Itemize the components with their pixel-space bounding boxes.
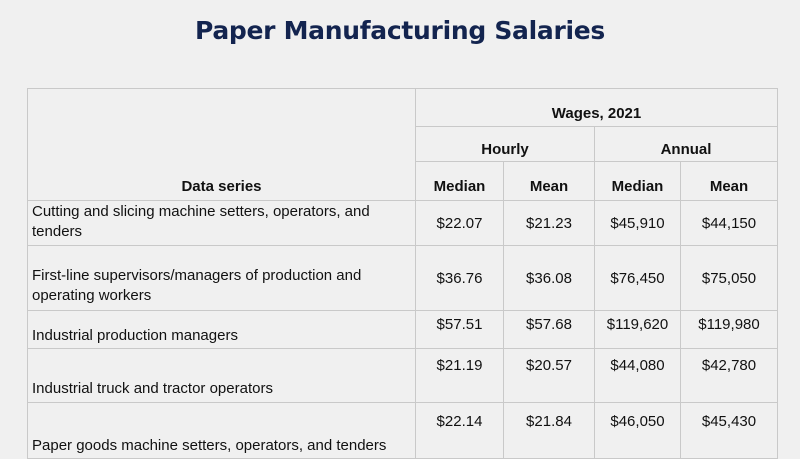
table-body: Cutting and slicing machine setters, ope… — [27, 200, 778, 459]
annual-mean-cell: $119,980 — [680, 310, 778, 349]
annual-median-header: Median — [594, 161, 681, 201]
hourly-median-cell: $22.14 — [415, 402, 504, 459]
table-row: Industrial truck and tractor operators $… — [27, 348, 778, 403]
series-name-cell: Cutting and slicing machine setters, ope… — [27, 200, 416, 246]
annual-mean-header: Mean — [680, 161, 778, 201]
wages-2021-header: Wages, 2021 — [415, 88, 778, 127]
annual-median-cell: $119,620 — [594, 310, 681, 349]
hourly-median-cell: $22.07 — [415, 200, 504, 246]
table-row: Cutting and slicing machine setters, ope… — [27, 200, 778, 246]
annual-median-cell: $44,080 — [594, 348, 681, 403]
hourly-header: Hourly — [415, 126, 595, 162]
hourly-mean-cell: $57.68 — [503, 310, 595, 349]
annual-median-cell: $76,450 — [594, 245, 681, 311]
hourly-median-cell: $21.19 — [415, 348, 504, 403]
annual-mean-cell: $45,430 — [680, 402, 778, 459]
hourly-median-header: Median — [415, 161, 504, 201]
hourly-mean-header: Mean — [503, 161, 595, 201]
series-name-cell: Paper goods machine setters, operators, … — [27, 402, 416, 459]
salary-table: Data series Wages, 2021 Hourly Annual Me… — [27, 88, 778, 459]
series-name-cell: First-line supervisors/managers of produ… — [27, 245, 416, 311]
annual-mean-cell: $75,050 — [680, 245, 778, 311]
series-name-cell: Industrial production managers — [27, 310, 416, 349]
page-title: Paper Manufacturing Salaries — [194, 16, 605, 45]
annual-header: Annual — [594, 126, 778, 162]
hourly-median-cell: $57.51 — [415, 310, 504, 349]
header-row-wages: Data series Wages, 2021 — [27, 88, 778, 201]
hourly-mean-cell: $20.57 — [503, 348, 595, 403]
hourly-median-cell: $36.76 — [415, 245, 504, 311]
table-row: Industrial production managers $57.51 $5… — [27, 310, 778, 349]
annual-median-cell: $45,910 — [594, 200, 681, 246]
table-row: First-line supervisors/managers of produ… — [27, 245, 778, 311]
hourly-mean-cell: $21.23 — [503, 200, 595, 246]
table-row: Paper goods machine setters, operators, … — [27, 402, 778, 459]
header-row-groups: Hourly Annual — [28, 126, 778, 162]
annual-median-cell: $46,050 — [594, 402, 681, 459]
hourly-mean-cell: $36.08 — [503, 245, 595, 311]
annual-mean-cell: $42,780 — [680, 348, 778, 403]
data-series-header: Data series — [27, 88, 416, 201]
series-name-cell: Industrial truck and tractor operators — [27, 348, 416, 403]
annual-mean-cell: $44,150 — [680, 200, 778, 246]
header-row-stats: Median Mean Median Mean — [28, 161, 778, 201]
table-header: Data series Wages, 2021 Hourly Annual Me… — [27, 88, 778, 201]
hourly-mean-cell: $21.84 — [503, 402, 595, 459]
